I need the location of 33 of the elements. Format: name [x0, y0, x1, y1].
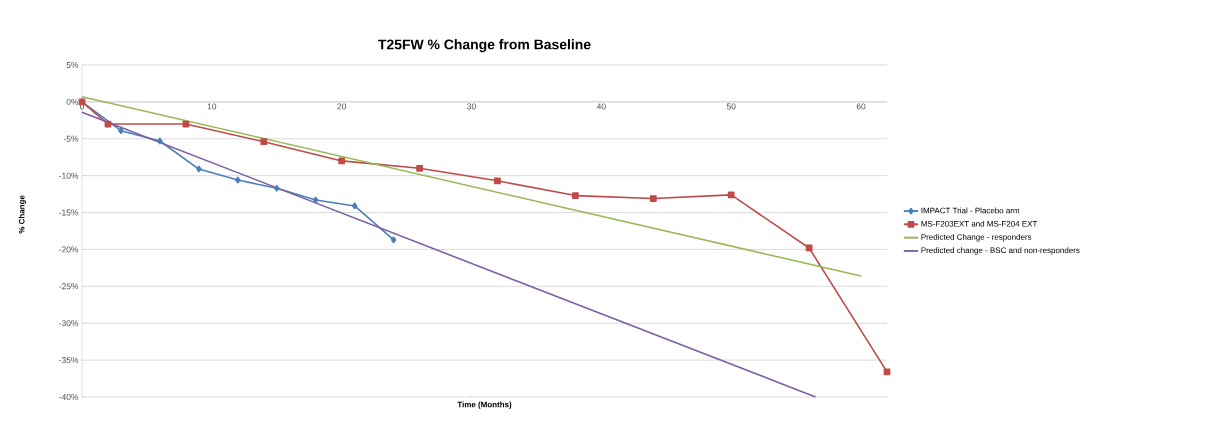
- y-tick-label: -10%: [59, 172, 79, 179]
- x-tick-label: 60: [856, 103, 866, 110]
- point: [649, 195, 657, 202]
- x-tick-label: 50: [726, 103, 736, 110]
- y-tick-label: 5%: [66, 62, 79, 68]
- point: [196, 165, 202, 173]
- x-tick-label: 30: [467, 103, 476, 110]
- point: [572, 192, 579, 199]
- x-tick-label: 20: [337, 103, 347, 110]
- x-tick-label: 40: [596, 103, 606, 110]
- y-tick-label: -15%: [59, 209, 79, 216]
- y-tick-label: -25%: [59, 283, 79, 290]
- point: [118, 127, 124, 135]
- y-tick-label: -30%: [59, 320, 79, 327]
- y-tick-label: -5%: [63, 135, 79, 142]
- point: [260, 138, 268, 146]
- point: [390, 236, 397, 244]
- point: [157, 137, 163, 145]
- y-tick-label: 0%: [66, 98, 79, 105]
- point: [338, 157, 346, 165]
- point: [416, 164, 423, 172]
- y-tick-label: -35%: [59, 357, 79, 364]
- y-tick-label: -20%: [59, 246, 79, 253]
- point: [351, 202, 358, 210]
- y-tick-label: -40%: [59, 394, 79, 400]
- x-tick-label: 10: [207, 103, 217, 110]
- point: [235, 176, 241, 184]
- point: [494, 177, 501, 185]
- chart-title: T25FW % Change from Baseline: [378, 39, 591, 53]
- point: [727, 191, 735, 199]
- point: [274, 184, 280, 192]
- point: [182, 120, 190, 128]
- point: [312, 196, 319, 204]
